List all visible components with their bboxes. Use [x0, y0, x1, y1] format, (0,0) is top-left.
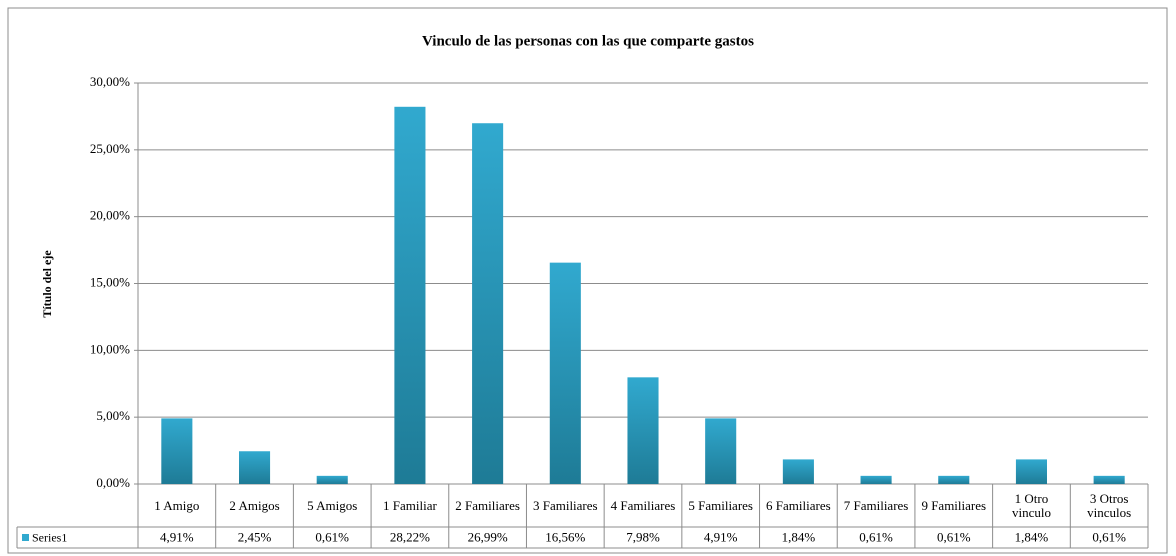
y-tick-label: 20,00% [90, 208, 130, 223]
data-label: 0,61% [315, 529, 349, 544]
y-tick-label: 5,00% [96, 408, 130, 423]
data-label: 4,91% [160, 529, 194, 544]
y-axis-title: Título del eje [40, 250, 54, 318]
legend-key [22, 534, 29, 541]
data-label: 28,22% [390, 529, 430, 544]
x-tick-label: 2 Amigos [229, 497, 280, 513]
x-tick-label: 3 Familiares [532, 497, 598, 513]
y-tick-label: 10,00% [90, 341, 130, 356]
data-label: 16,56% [545, 529, 585, 544]
data-label: 1,84% [782, 529, 816, 544]
data-label: 0,61% [937, 529, 971, 544]
x-tick-label: 1 Otro vinculo [1011, 490, 1051, 520]
data-label: 1,84% [1015, 529, 1049, 544]
x-tick-label: 3 Otros vinculos [1087, 490, 1132, 520]
chart-title: Vinculo de las personas con las que comp… [422, 33, 754, 49]
x-tick-label: 4 Familiares [610, 497, 676, 513]
legend-label: Series1 [32, 530, 67, 544]
y-tick-label: 0,00% [96, 475, 130, 490]
bar [1093, 475, 1125, 484]
bar [705, 418, 737, 484]
bar [316, 475, 348, 484]
data-label: 0,61% [859, 529, 893, 544]
bar [472, 123, 504, 484]
x-tick-label: 2 Familiares [455, 497, 520, 513]
x-tick-label: 5 Familiares [688, 497, 753, 513]
bar [860, 475, 892, 484]
data-label: 0,61% [1092, 529, 1126, 544]
data-label: 4,91% [704, 529, 738, 544]
y-tick-label: 25,00% [90, 141, 130, 156]
bar [239, 451, 271, 484]
x-tick-label: 1 Amigo [154, 497, 200, 513]
chart-border [7, 7, 1168, 554]
data-label: 2,45% [238, 529, 272, 544]
bar [627, 377, 659, 484]
bar [1015, 459, 1047, 484]
bar [549, 262, 581, 484]
x-tick-label: 7 Familiares [843, 497, 909, 513]
bar [394, 106, 426, 484]
x-tick-label: 5 Amigos [307, 497, 358, 513]
x-tick-label: 1 Familiar [383, 497, 437, 513]
bar [161, 418, 193, 484]
bar [938, 475, 970, 484]
y-tick-label: 30,00% [90, 74, 130, 89]
x-tick-label: 6 Familiares [766, 497, 831, 513]
data-label: 7,98% [626, 529, 660, 544]
data-label: 26,99% [468, 529, 508, 544]
y-tick-label: 15,00% [90, 274, 130, 289]
x-tick-label: 9 Familiares [921, 497, 987, 513]
bar [782, 459, 814, 484]
